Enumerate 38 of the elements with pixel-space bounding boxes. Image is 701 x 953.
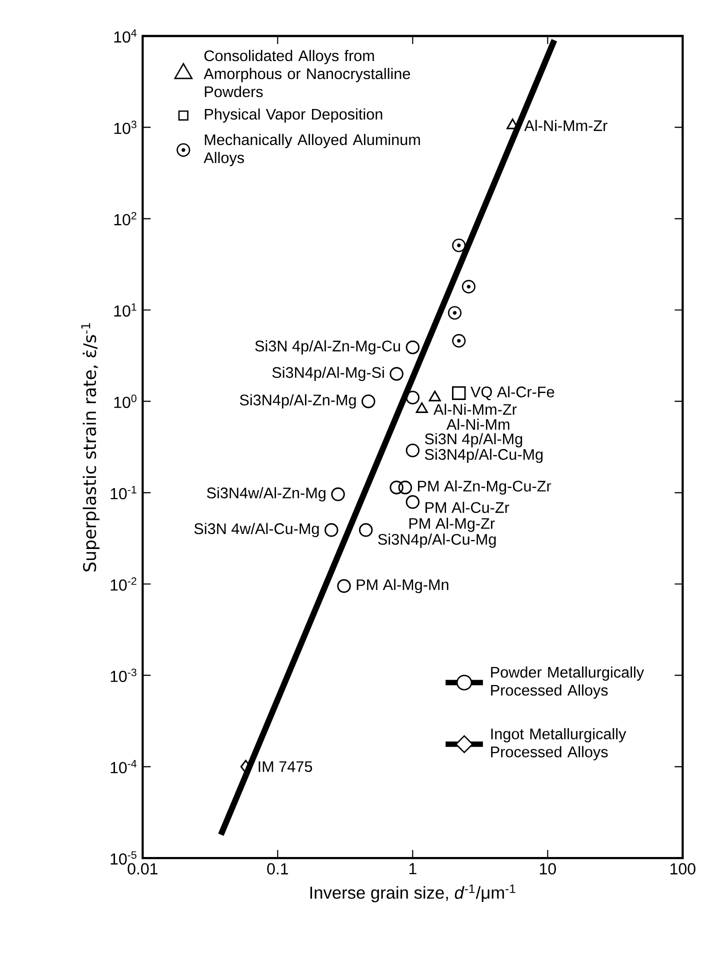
annotation: PM Al-Zn-Mg-Cu-Zr	[418, 480, 552, 495]
annotation: PM Al-Mg-Zr	[409, 518, 495, 532]
annotation: VQ Al-Cr-Fe	[470, 386, 554, 400]
y-tick-label: 10$^{0}$	[114, 394, 136, 408]
y-axis-title: Superplastic strain rate, ε̇/s$^{-1}$	[81, 323, 100, 572]
annotation: PM Al-Cu-Zr	[426, 502, 510, 513]
y-tick-label: 10$^{-1}$	[110, 486, 136, 500]
legend-label: Powder Metallurgically Processed Alloys	[491, 666, 644, 699]
x-tick-label: 1	[409, 863, 416, 874]
annotation: PM Al-Mg-Mn	[356, 578, 448, 594]
annotation: Si3N 4p/Al-Mg	[424, 433, 522, 448]
y-tick-label: 10$^{4}$	[114, 29, 137, 43]
annotation: Si3N4p/Al-Mg-Si	[272, 366, 384, 381]
annotation: Si3N4w/Al-Zn-Mg	[206, 487, 326, 502]
annotation: Al-Ni-Mm	[446, 418, 510, 430]
x-tick-label: 100	[670, 863, 696, 874]
annotation: Si3N4p/Al-Cu-Mg	[424, 448, 543, 463]
y-tick-label: 10$^{3}$	[114, 120, 136, 134]
y-tick-label: 10$^{-3}$	[110, 668, 136, 682]
annotation: Si3N 4p/Al-Zn-Mg-Cu	[255, 340, 400, 354]
legend-label: Physical Vapor Deposition	[204, 108, 382, 123]
annotation: Al-Ni-Mm-Zr	[524, 120, 608, 131]
x-tick-label: 0.01	[128, 863, 158, 874]
y-tick-label: 10$^{2}$	[114, 212, 136, 226]
annotation: Si3N4p/Al-Cu-Mg	[378, 534, 496, 548]
annotation: IM 7475	[258, 761, 312, 772]
x-tick-label: 0.1	[267, 863, 288, 874]
annotation: Si3N 4w/Al-Cu-Mg	[194, 522, 319, 538]
x-tick-label: 10	[540, 863, 556, 874]
legend-label: Mechanically Alloyed Aluminum Alloys	[204, 134, 420, 166]
y-tick-label: 10$^{1}$	[114, 303, 136, 317]
annotation: Si3N4p/Al-Zn-Mg	[240, 394, 356, 408]
legend-label: Ingot Metallurgically Processed Alloys	[491, 728, 626, 760]
x-axis-title: Inverse grain size, d$^{-1}$/μm$^{-1}$	[310, 884, 516, 902]
y-tick-label: 10$^{-2}$	[110, 577, 136, 591]
y-tick-label: 10$^{-4}$	[110, 760, 137, 774]
legend-label: Consolidated Alloys from Amorphous or Nanocrystalline Powders	[204, 50, 410, 98]
annotation: Al-Ni-Mm-Zr	[433, 404, 517, 415]
